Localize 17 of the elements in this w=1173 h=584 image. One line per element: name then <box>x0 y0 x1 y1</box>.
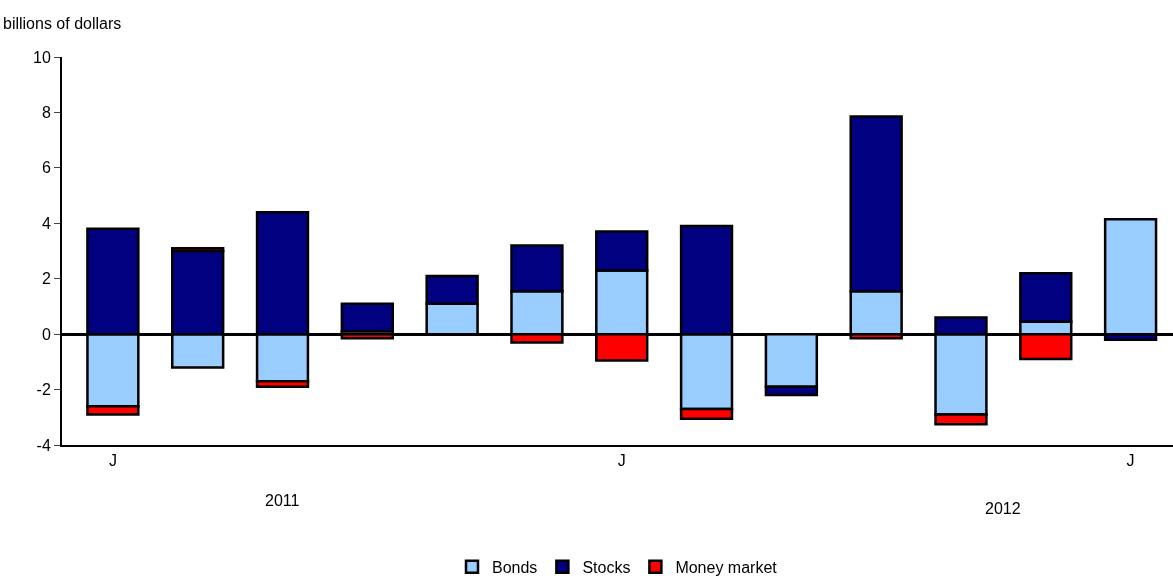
text: 2012 <box>985 500 1021 517</box>
y-axis-title: billions of dollars <box>3 15 122 32</box>
y-tick-label: -4 <box>36 436 51 454</box>
y-tick-label: 8 <box>41 104 51 122</box>
text: 2011 <box>265 492 300 509</box>
legend-label: Stocks <box>582 558 631 576</box>
y-tick-label: 4 <box>41 214 51 232</box>
x-tick-label: J <box>617 452 626 470</box>
y-tick-label: 2 <box>41 270 51 288</box>
legend-label: Bonds <box>492 558 538 576</box>
x-tick-label: J <box>108 452 117 470</box>
y-tick-label: 6 <box>41 159 51 177</box>
y-tick-label: -2 <box>36 381 51 399</box>
legend-label: Money market <box>675 558 778 576</box>
y-tick-label: 10 <box>33 48 51 66</box>
x-tick-label: J <box>1126 452 1135 470</box>
y-tick-label: 0 <box>41 325 51 343</box>
